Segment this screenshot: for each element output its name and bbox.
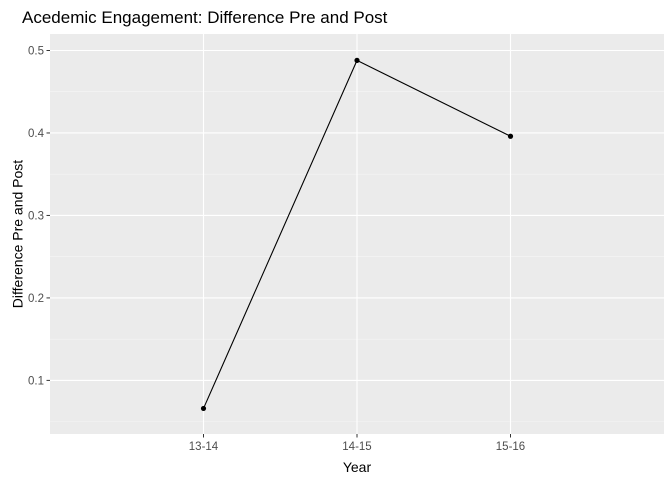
chart-title: Acedemic Engagement: Difference Pre and … <box>22 8 388 27</box>
y-tick-label-4: 0.5 <box>28 45 44 57</box>
x-axis: 13-14 14-15 15-16 <box>189 434 525 453</box>
y-tick-label-3: 0.4 <box>28 128 45 140</box>
y-tick-label-0: 0.1 <box>28 375 44 387</box>
y-axis: 0.1 0.2 0.3 0.4 0.5 <box>28 45 50 387</box>
x-axis-title: Year <box>343 459 372 475</box>
data-point-0-2 <box>507 133 514 139</box>
y-axis-title: Difference Pre and Post <box>10 160 26 308</box>
x-tick-label-1: 14-15 <box>342 441 371 453</box>
y-tick-label-1: 0.2 <box>28 293 44 305</box>
grid-major <box>50 34 664 434</box>
y-tick-label-2: 0.3 <box>28 210 44 222</box>
data-point-0-1 <box>354 57 360 63</box>
x-tick-label-2: 15-16 <box>496 441 525 453</box>
series-layer <box>200 57 514 412</box>
data-point-0-0 <box>200 405 207 412</box>
x-tick-label-0: 13-14 <box>189 441 219 453</box>
